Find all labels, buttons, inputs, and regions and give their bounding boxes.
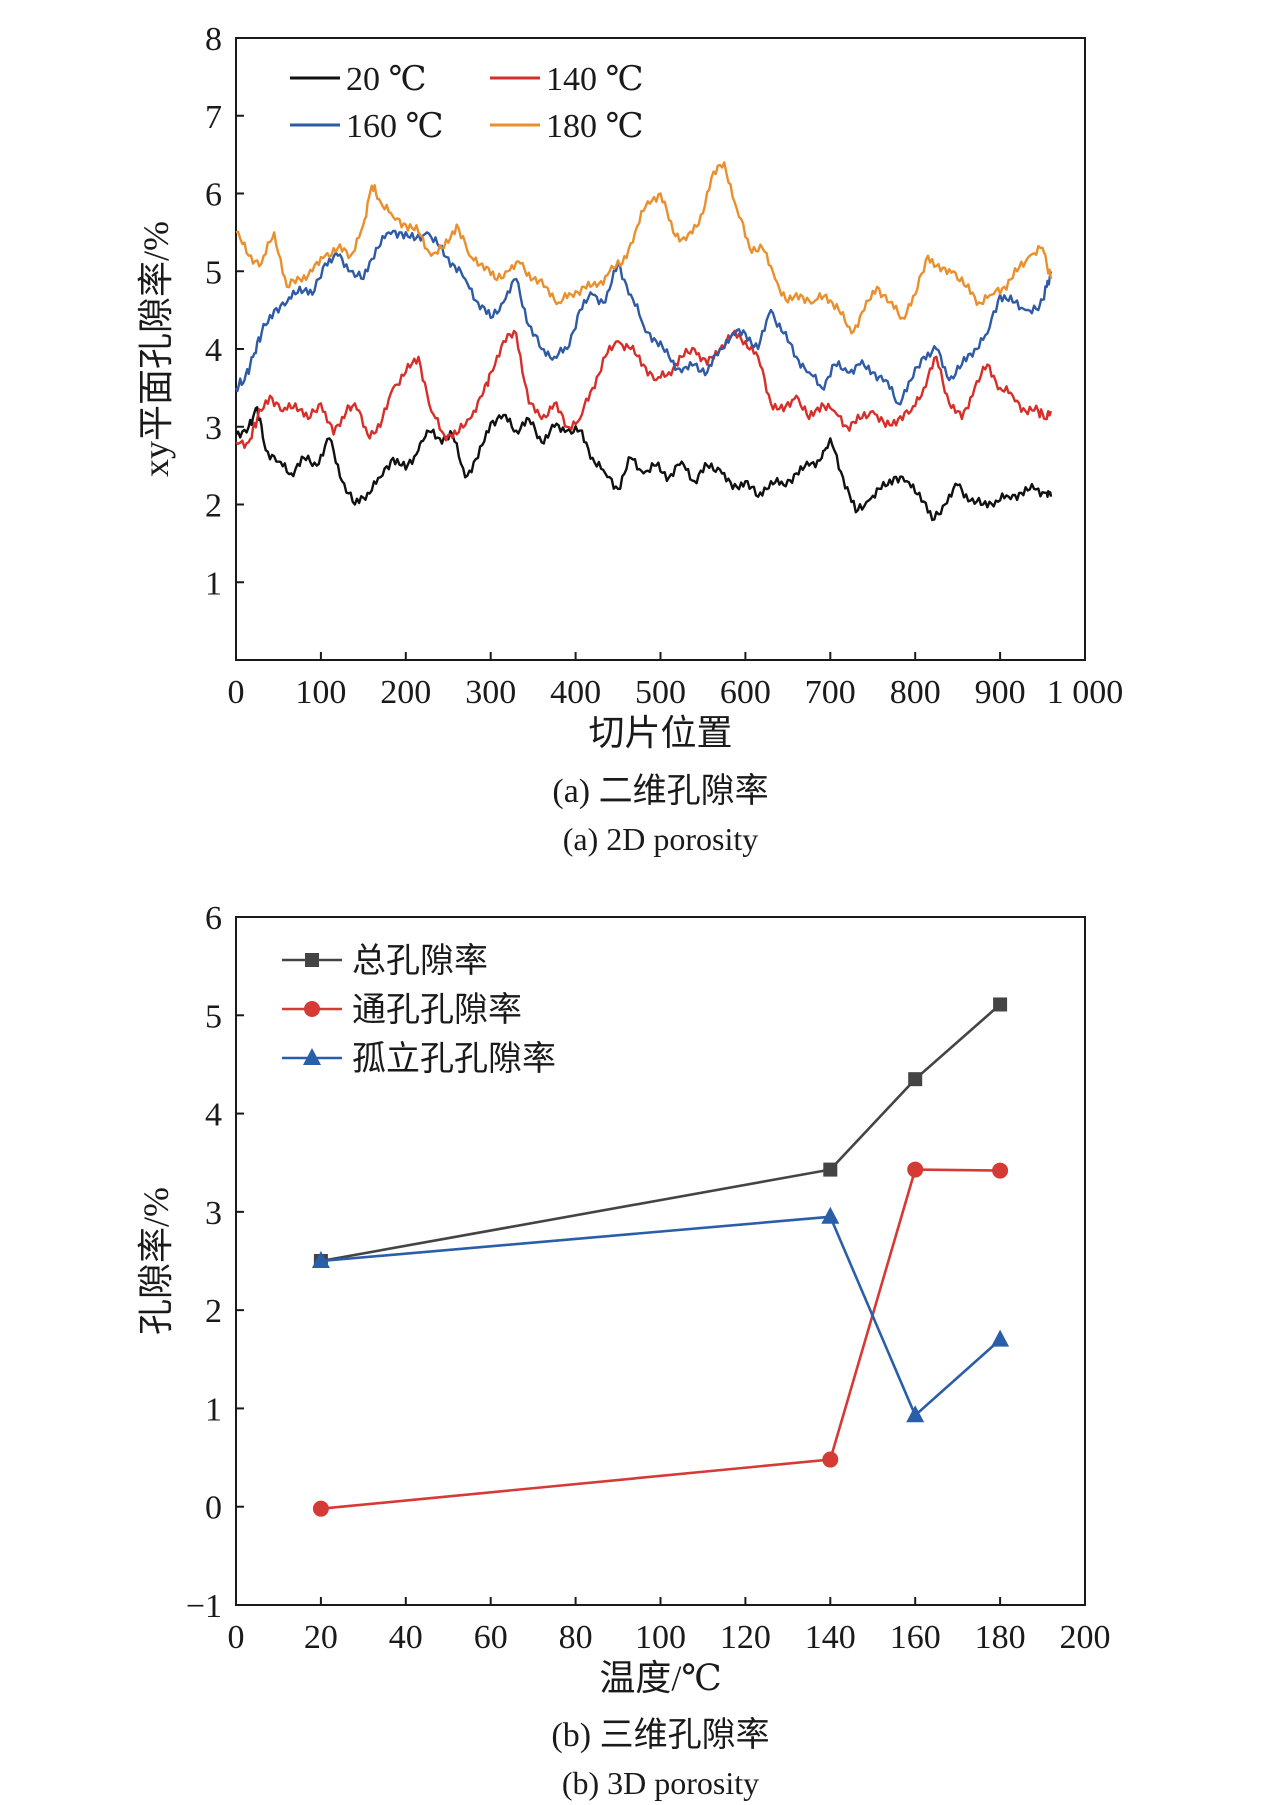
series-line <box>320 1003 1001 1263</box>
y-tick-label: 6 <box>205 177 222 214</box>
x-axis-label: 温度/℃ <box>599 1658 721 1698</box>
series-lines <box>311 997 1010 1517</box>
data-point <box>303 1048 321 1065</box>
caption-zh: (a) 二维孔隙率 <box>552 772 768 810</box>
data-point <box>908 1072 923 1087</box>
y-tick-label: 5 <box>205 998 222 1035</box>
x-tick-label: 0 <box>228 674 245 711</box>
caption-en: (a) 2D porosity <box>563 821 759 857</box>
data-point <box>305 953 319 967</box>
x-tick-label: 60 <box>474 1619 508 1656</box>
y-tick-label: 0 <box>205 1490 222 1527</box>
data-point <box>312 1500 329 1517</box>
caption-zh: (b) 三维孔隙率 <box>551 1716 769 1754</box>
y-tick-label: 5 <box>205 254 222 291</box>
legend-label: 160 ℃ <box>346 108 444 145</box>
series-line <box>234 229 1053 406</box>
series-line <box>320 1168 1001 1510</box>
x-axis-label: 切片位置 <box>588 713 732 753</box>
data-point <box>304 1001 320 1017</box>
y-tick-label: 8 <box>205 21 222 58</box>
x-tick-label: 400 <box>550 674 601 711</box>
data-point <box>991 1329 1010 1347</box>
x-tick-label: 0 <box>228 1619 245 1656</box>
data-point <box>821 1206 840 1224</box>
legend: 20 ℃ 140 ℃ 160 ℃ 180 ℃ <box>290 61 644 145</box>
x-tick-label: 100 <box>635 1619 686 1656</box>
series-line <box>235 329 1053 449</box>
y-tick-label: 1 <box>205 1391 222 1428</box>
data-point <box>906 1405 925 1423</box>
x-tick-label: 200 <box>380 674 431 711</box>
y-tick-label: 4 <box>205 332 222 369</box>
y-tick-label: 7 <box>205 99 222 136</box>
data-point <box>992 1162 1009 1179</box>
y-tick-label: 2 <box>205 488 222 525</box>
x-tick-label: 180 <box>975 1619 1026 1656</box>
legend-label: 140 ℃ <box>546 61 644 98</box>
x-tick-label: 300 <box>465 674 516 711</box>
legend-label: 20 ℃ <box>346 61 427 98</box>
x-tick-label: 20 <box>304 1619 338 1656</box>
x-tick-label: 160 <box>890 1619 941 1656</box>
x-tick-label: 900 <box>975 674 1026 711</box>
y-tick-label: 4 <box>205 1097 222 1134</box>
y-tick-label: 1 <box>205 565 222 602</box>
y-axis-label: 孔隙率/% <box>136 1187 176 1335</box>
data-point <box>311 1251 330 1268</box>
x-tick-label: 1 000 <box>1047 674 1124 711</box>
x-tick-label: 500 <box>635 674 686 711</box>
series-line <box>235 161 1053 335</box>
y-tick-label: −1 <box>186 1588 222 1625</box>
data-point <box>993 997 1008 1012</box>
data-point <box>907 1161 924 1178</box>
axis-ticks: 0 100 200 300 400 500 600 700 800 900 1 000 1 2 3 4 5 6 7… <box>205 21 1123 711</box>
x-tick-label: 100 <box>295 674 346 711</box>
y-tick-label: 6 <box>205 900 222 937</box>
legend-label: 180 ℃ <box>546 108 644 145</box>
legend-label: 孤立孔孔隙率 <box>352 1040 556 1078</box>
x-tick-label: 600 <box>720 674 771 711</box>
data-point <box>823 1162 838 1177</box>
x-tick-label: 200 <box>1060 1619 1111 1656</box>
y-axis-label: xy平面孔隙率/% <box>136 221 176 477</box>
x-tick-label: 700 <box>805 674 856 711</box>
series-lines <box>234 161 1053 522</box>
x-tick-label: 40 <box>389 1619 423 1656</box>
legend-label: 通孔孔隙率 <box>352 991 522 1029</box>
y-tick-label: 3 <box>205 1195 222 1232</box>
y-tick-label: 2 <box>205 1293 222 1330</box>
x-tick-label: 800 <box>890 674 941 711</box>
chart-2d-porosity: 0 100 200 300 400 500 600 700 800 900 1 000 1 2 3 4 5 6 7… <box>136 21 1123 857</box>
x-tick-label: 80 <box>559 1619 593 1656</box>
series-line <box>320 1215 1001 1418</box>
x-tick-label: 140 <box>805 1619 856 1656</box>
data-point <box>822 1451 839 1468</box>
y-tick-label: 3 <box>205 410 222 447</box>
caption-en: (b) 3D porosity <box>562 1765 759 1801</box>
legend-label: 总孔隙率 <box>352 942 488 980</box>
x-tick-label: 120 <box>720 1619 771 1656</box>
series-line <box>235 406 1053 522</box>
